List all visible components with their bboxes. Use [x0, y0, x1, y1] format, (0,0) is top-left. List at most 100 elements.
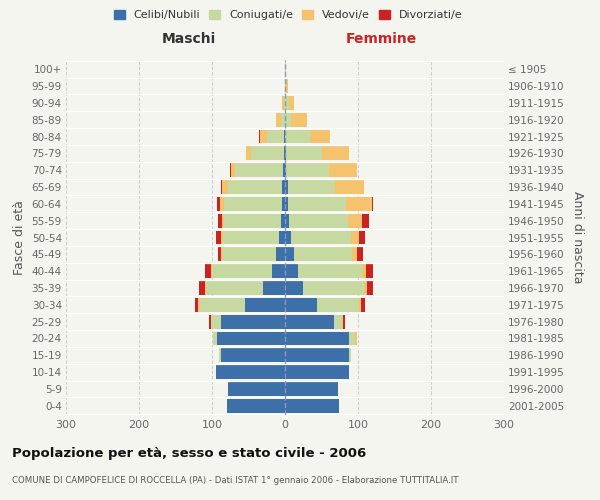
Bar: [335, 180, 364, 194]
Bar: [221, 314, 285, 328]
Bar: [263, 281, 285, 295]
Bar: [343, 314, 345, 328]
Bar: [227, 399, 285, 412]
Bar: [224, 214, 281, 228]
Bar: [279, 230, 285, 244]
Bar: [217, 332, 285, 345]
Bar: [362, 214, 369, 228]
Bar: [285, 298, 317, 312]
Bar: [288, 197, 346, 210]
Bar: [334, 314, 342, 328]
Bar: [283, 164, 285, 177]
Bar: [285, 96, 289, 110]
Bar: [352, 248, 357, 261]
Bar: [285, 264, 298, 278]
Bar: [282, 197, 285, 210]
Bar: [222, 180, 228, 194]
Bar: [298, 264, 362, 278]
Bar: [230, 164, 231, 177]
Bar: [285, 180, 288, 194]
Bar: [199, 281, 205, 295]
Bar: [245, 298, 285, 312]
Bar: [224, 197, 282, 210]
Bar: [288, 180, 335, 194]
Text: COMUNE DI CAMPOFELICE DI ROCCELLA (PA) - Dati ISTAT 1° gennaio 2006 - Elaborazio: COMUNE DI CAMPOFELICE DI ROCCELLA (PA) -…: [12, 476, 458, 485]
Bar: [285, 332, 349, 345]
Bar: [272, 264, 285, 278]
Bar: [285, 281, 303, 295]
Bar: [221, 230, 223, 244]
Bar: [281, 214, 285, 228]
Bar: [346, 197, 372, 210]
Bar: [221, 248, 222, 261]
Bar: [285, 146, 286, 160]
Bar: [220, 197, 224, 210]
Bar: [286, 164, 329, 177]
Bar: [329, 164, 356, 177]
Bar: [285, 214, 289, 228]
Y-axis label: Anni di nascita: Anni di nascita: [571, 191, 584, 284]
Bar: [286, 146, 322, 160]
Bar: [251, 146, 284, 160]
Bar: [285, 314, 334, 328]
Bar: [221, 180, 222, 194]
Bar: [222, 248, 276, 261]
Text: Popolazione per età, sesso e stato civile - 2006: Popolazione per età, sesso e stato civil…: [12, 448, 366, 460]
Bar: [366, 264, 373, 278]
Bar: [361, 298, 365, 312]
Bar: [342, 314, 343, 328]
Bar: [228, 382, 285, 396]
Bar: [317, 298, 359, 312]
Bar: [276, 248, 285, 261]
Bar: [284, 96, 285, 110]
Bar: [276, 113, 281, 126]
Bar: [212, 264, 272, 278]
Bar: [259, 130, 260, 143]
Bar: [205, 264, 211, 278]
Bar: [359, 230, 365, 244]
Bar: [355, 332, 356, 345]
Bar: [348, 214, 362, 228]
Bar: [285, 164, 286, 177]
Bar: [285, 230, 291, 244]
Bar: [260, 130, 268, 143]
Bar: [218, 214, 222, 228]
Bar: [285, 62, 286, 76]
Bar: [289, 214, 348, 228]
Bar: [364, 281, 367, 295]
Bar: [206, 281, 263, 295]
Bar: [211, 314, 221, 328]
Bar: [235, 164, 283, 177]
Bar: [195, 298, 198, 312]
Bar: [220, 348, 221, 362]
Bar: [231, 164, 235, 177]
Bar: [228, 180, 282, 194]
Bar: [289, 96, 295, 110]
Bar: [303, 281, 364, 295]
Bar: [349, 332, 355, 345]
Bar: [285, 79, 286, 93]
Bar: [217, 197, 220, 210]
Bar: [285, 248, 294, 261]
Bar: [352, 230, 359, 244]
Bar: [268, 130, 284, 143]
Bar: [285, 113, 291, 126]
Bar: [285, 365, 349, 379]
Bar: [359, 298, 361, 312]
Bar: [198, 298, 200, 312]
Bar: [282, 180, 285, 194]
Bar: [282, 96, 284, 110]
Bar: [213, 332, 217, 345]
Bar: [367, 281, 373, 295]
Bar: [200, 298, 245, 312]
Bar: [281, 113, 285, 126]
Bar: [221, 348, 285, 362]
Y-axis label: Fasce di età: Fasce di età: [13, 200, 26, 275]
Bar: [215, 230, 221, 244]
Bar: [372, 197, 373, 210]
Bar: [285, 197, 288, 210]
Bar: [310, 130, 330, 143]
Legend: Celibi/Nubili, Coniugati/e, Vedovi/e, Divorziati/e: Celibi/Nubili, Coniugati/e, Vedovi/e, Di…: [109, 6, 467, 25]
Bar: [209, 314, 211, 328]
Bar: [205, 281, 206, 295]
